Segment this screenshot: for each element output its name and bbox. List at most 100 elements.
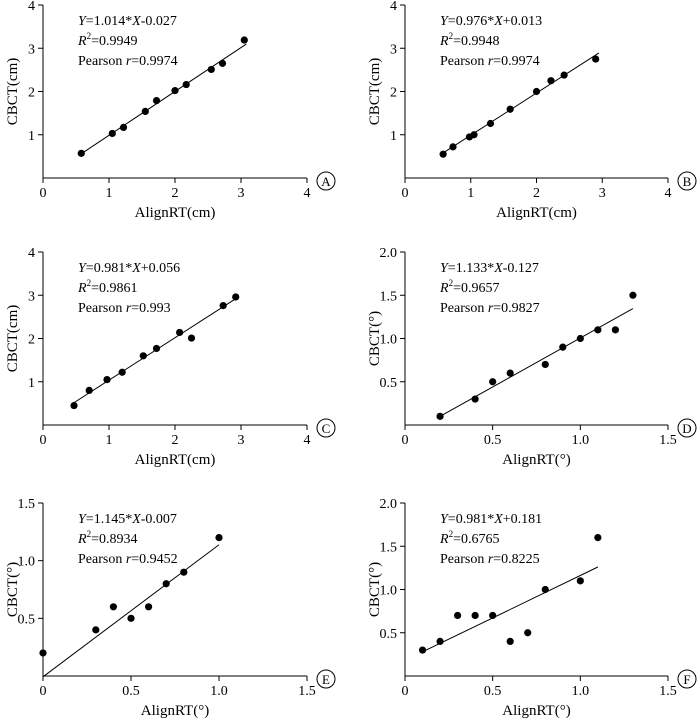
data-point [119, 123, 128, 131]
data-point [594, 534, 602, 542]
data-point [470, 131, 478, 139]
x-tick-label: 1 [106, 186, 113, 201]
pearson-text: Pearson r=0.993 [78, 301, 171, 316]
scatter-panel-a: 0 1 2 3 4 1 2 3 4 AlignRT(cm) CBCT(cm) Y=1.014*X-0.… [5, 0, 336, 221]
pearson-text: Pearson r=0.8225 [440, 552, 540, 567]
data-point [171, 87, 179, 95]
r-squared-text: R2=0.9948 [439, 31, 499, 49]
pearson-text: Pearson r=0.9452 [78, 552, 178, 567]
y-tick-label: 1.0 [18, 555, 36, 570]
y-tick-label: 0.5 [380, 376, 398, 391]
pearson-label: Pearson [78, 552, 126, 567]
y-tick-label: 0.5 [380, 627, 398, 642]
y-tick-label: 2.0 [380, 246, 398, 261]
data-point [152, 344, 161, 353]
data-point [471, 611, 479, 620]
data-point [219, 302, 227, 310]
y-tick-label: 1 [28, 376, 35, 391]
pearson-value: =0.9974 [493, 54, 539, 69]
pearson-label: Pearson [440, 54, 488, 69]
y-tick-label: 4 [390, 0, 397, 14]
r-squared-text: R2=0.9861 [77, 278, 137, 296]
equation-x-symbol: X [131, 512, 141, 527]
x-tick-label: 1 [467, 186, 474, 201]
data-point [449, 143, 457, 151]
data-point [187, 334, 196, 342]
x-tick-label: 3 [238, 433, 245, 448]
pearson-r-symbol: r [126, 54, 132, 69]
data-point [207, 65, 215, 74]
data-point [436, 412, 444, 420]
r-squared-value: =0.9949 [91, 34, 137, 49]
x-tick-label: 0.5 [484, 433, 502, 448]
r-squared-symbol: R [77, 34, 87, 49]
scatter-panel-e: 0 0.5 1.0 1.5 0.5 1.0 1.5 AlignRT(°) CBCT(°) Y=1.… [5, 497, 336, 719]
r-squared-text: R2=0.6765 [439, 529, 499, 547]
data-point [152, 96, 161, 105]
x-tick-label: 2 [172, 186, 179, 201]
r-squared-text: R2=0.8934 [77, 529, 137, 547]
pearson-value: =0.9452 [131, 552, 177, 567]
y-tick-label: 2 [28, 333, 35, 348]
equation-y-symbol: Y [78, 14, 88, 29]
x-axis-title: AlignRT(cm) [496, 205, 577, 221]
regression-equation: Y=1.014*X-0.027 [78, 14, 177, 29]
x-tick-label: 4 [665, 186, 672, 201]
panel-label: A [321, 174, 331, 189]
data-point [594, 326, 602, 334]
regression-equation: Y=0.976*X+0.013 [440, 14, 542, 29]
r-squared-superscript: 2 [87, 278, 92, 288]
regression-line [438, 308, 634, 418]
r-squared-value: =0.9657 [453, 281, 499, 296]
pearson-label: Pearson [440, 301, 488, 316]
x-tick-label: 4 [304, 433, 311, 448]
data-point [541, 585, 549, 594]
r-squared-superscript: 2 [449, 529, 454, 539]
panel-label-circle [316, 669, 336, 689]
regression-equation: Y=0.981*X+0.056 [78, 261, 180, 276]
equation-y-symbol: Y [78, 261, 88, 276]
equation-y-symbol: Y [440, 14, 450, 29]
panel-label: F [683, 672, 690, 687]
pearson-r-symbol: r [488, 552, 494, 567]
x-tick-label: 1.5 [659, 684, 677, 699]
panel-label-circle [677, 669, 697, 689]
pearson-value: =0.8225 [493, 552, 539, 567]
data-point [489, 378, 497, 386]
data-point [439, 150, 447, 158]
data-point [506, 369, 514, 377]
r-squared-superscript: 2 [449, 31, 454, 41]
x-axis-title: AlignRT(°) [502, 703, 570, 719]
data-point [471, 395, 479, 403]
r-squared-symbol: R [439, 532, 449, 547]
panel-label: E [322, 672, 330, 687]
data-point [103, 375, 111, 384]
scatter-panel-c: 0 1 2 3 4 1 2 3 4 AlignRT(cm) CBCT(cm) Y=0.981*X+0.… [5, 246, 336, 468]
scatter-panel-d: 0 0.5 1.0 1.5 0.5 1.0 1.5 2.0 AlignRT(°) CBCT(°) Y… [367, 246, 697, 468]
data-point [162, 580, 170, 588]
data-point [127, 614, 135, 622]
x-tick-label: 1.0 [572, 684, 590, 699]
x-tick-label: 1 [106, 433, 113, 448]
x-tick-label: 2 [172, 433, 179, 448]
equation-slope: =0.981* [448, 512, 494, 527]
y-tick-label: 1.0 [380, 584, 398, 599]
scatter-panel-f: 0 0.5 1.0 1.5 0.5 1.0 1.5 2.0 AlignRT(°) CBCT(°) Y… [367, 497, 697, 719]
x-axis-title: AlignRT(cm) [135, 452, 216, 468]
panel-label-circle [316, 171, 336, 191]
pearson-label: Pearson [78, 301, 126, 316]
data-point [240, 36, 248, 44]
y-tick-label: 4 [28, 0, 35, 14]
r-squared-text: R2=0.9949 [77, 31, 137, 49]
y-tick-label: 3 [390, 42, 397, 57]
x-tick-label: 0.5 [122, 684, 140, 699]
data-point [108, 129, 116, 138]
data-point [576, 577, 584, 585]
x-tick-label: 2 [533, 186, 540, 201]
y-tick-label: 1 [390, 129, 397, 144]
panel-label: B [683, 174, 692, 189]
r-squared-text: R2=0.9657 [439, 278, 499, 296]
equation-intercept: -0.007 [141, 512, 177, 527]
r-squared-superscript: 2 [87, 31, 92, 41]
data-point [592, 55, 600, 63]
